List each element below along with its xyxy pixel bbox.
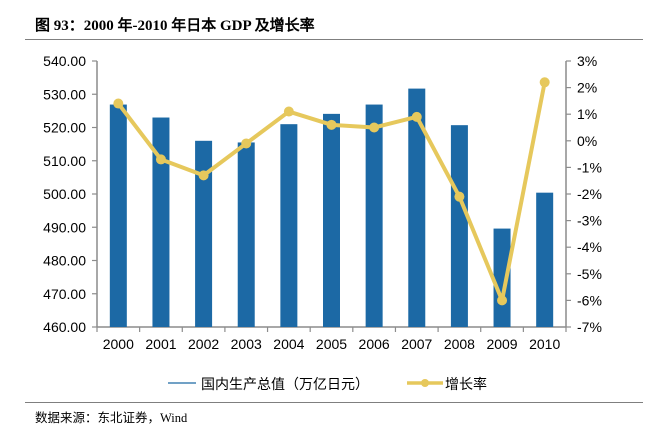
x-tick-label: 2004 <box>273 336 304 352</box>
left-tick-label: 460.00 <box>43 319 86 335</box>
left-tick-label: 530.00 <box>43 86 86 102</box>
left-axis: 540.00 530.00 520.00 510.00 500.00 490.00 480.… <box>43 53 98 335</box>
right-tick-label: -4% <box>577 239 602 255</box>
growth-point-2004 <box>283 106 294 117</box>
growth-point-2010 <box>539 77 550 88</box>
source-note: 数据来源：东北证券，Wind <box>35 411 188 425</box>
bar-2010 <box>536 192 554 327</box>
x-tick-label: 2000 <box>103 336 134 352</box>
x-tick-label: 2005 <box>316 336 347 352</box>
legend-bar-label: 国内生产总值（万亿日元） <box>201 376 369 392</box>
left-tick-label: 500.00 <box>43 186 86 202</box>
bar-2005 <box>323 113 340 328</box>
bar-2007 <box>408 88 426 327</box>
bar-2006 <box>365 104 383 328</box>
right-tick-label: 0% <box>577 133 597 149</box>
right-tick-label: -5% <box>577 266 602 282</box>
growth-point-2005 <box>326 119 337 130</box>
left-tick-label: 510.00 <box>43 153 86 169</box>
x-tick-label: 2003 <box>231 336 262 352</box>
x-tick-label: 2007 <box>401 336 432 352</box>
left-tick-label: 540.00 <box>43 53 86 69</box>
growth-point-2007 <box>411 111 422 122</box>
right-tick-label: -3% <box>577 213 602 229</box>
x-tick-label: 2006 <box>359 336 390 352</box>
right-tick-label: 2% <box>577 80 597 96</box>
bar-2002 <box>195 140 213 327</box>
growth-point-2003 <box>241 138 252 149</box>
growth-point-2009 <box>497 295 508 306</box>
legend: 国内生产总值（万亿日元） 增长率 <box>168 376 487 392</box>
bar-2003 <box>237 142 255 327</box>
right-tick-label: -2% <box>577 186 602 202</box>
title-rule <box>25 39 643 40</box>
growth-point-2000 <box>113 98 124 109</box>
growth-point-2008 <box>454 191 465 202</box>
left-tick-label: 470.00 <box>43 286 86 302</box>
right-axis: 3% 2% 1% 0% -1% -2% -3% -4% -5% -6% -7% <box>565 53 602 335</box>
growth-point-2001 <box>155 154 166 165</box>
left-tick-label: 520.00 <box>43 120 86 136</box>
line-series <box>113 77 550 306</box>
right-tick-label: -6% <box>577 292 602 308</box>
x-tick-label: 2002 <box>188 336 219 352</box>
bar-2004 <box>280 124 298 327</box>
bar-2000 <box>109 104 127 328</box>
right-tick-label: 1% <box>577 106 597 122</box>
bar-series <box>109 88 554 328</box>
figure-title: 图 93：2000 年-2010 年日本 GDP 及增长率 <box>35 18 315 34</box>
right-tick-label: -1% <box>577 159 602 175</box>
legend-line-label: 增长率 <box>445 376 487 392</box>
legend-line-marker <box>421 379 429 387</box>
x-tick-label: 2008 <box>444 336 475 352</box>
bar-2008 <box>450 125 468 327</box>
bar-2001 <box>152 117 170 328</box>
left-tick-label: 490.00 <box>43 219 86 235</box>
growth-point-2002 <box>198 170 209 181</box>
x-tick-label: 2001 <box>145 336 176 352</box>
source-rule <box>25 402 643 403</box>
left-tick-label: 480.00 <box>43 253 86 269</box>
right-tick-label: -7% <box>577 319 602 335</box>
x-tick-label: 2009 <box>486 336 517 352</box>
growth-point-2006 <box>369 122 380 133</box>
x-axis: 2000 2001 2002 2003 2004 2005 2006 2007 2008 2009… <box>96 326 567 352</box>
right-tick-label: 3% <box>577 53 597 69</box>
x-tick-label: 2010 <box>529 336 560 352</box>
